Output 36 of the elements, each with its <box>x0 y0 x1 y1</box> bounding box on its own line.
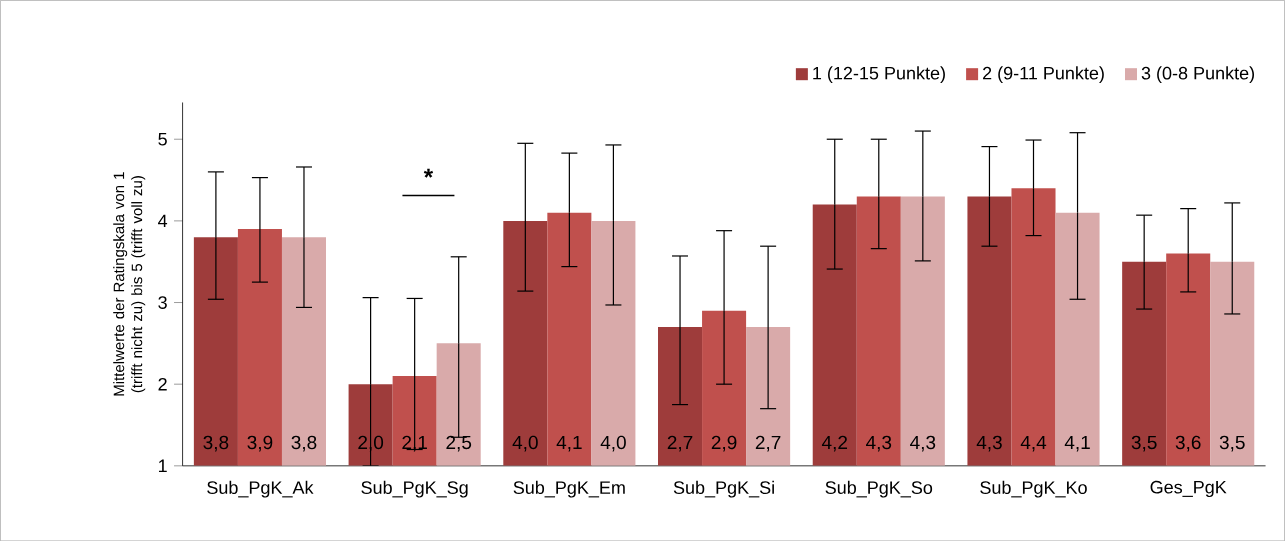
data-label: 3,9 <box>247 435 273 452</box>
y-tick-label: 4 <box>158 214 168 227</box>
data-label: 3,5 <box>1219 435 1245 452</box>
legend-label: 1 (12-15 Punkte) <box>813 66 945 83</box>
data-label: 4,4 <box>1020 435 1047 452</box>
x-tick-label: Sub_PgK_Si <box>673 480 774 498</box>
data-label: 4,1 <box>1064 435 1090 452</box>
data-label: 4,0 <box>600 435 626 452</box>
y-tick-label: 3 <box>158 296 167 309</box>
legend-label: 2 (9-11 Punkte) <box>983 66 1104 83</box>
data-label: 4,0 <box>512 435 538 452</box>
legend-label: 3 (0-8 Punkte) <box>1141 66 1255 83</box>
data-label: 4,3 <box>866 435 892 452</box>
data-label: 3,8 <box>291 435 317 452</box>
data-label: 4,3 <box>910 435 936 452</box>
x-tick-label: Ges_PgK <box>1150 480 1227 497</box>
data-label: 3,5 <box>1131 435 1157 452</box>
x-tick-label: Sub_PgK_Ak <box>207 480 314 498</box>
data-label: 4,3 <box>976 435 1002 452</box>
y-axis-title: Mittelwerte der Ratingskala von 1 (trifft nicht zu) bis 5 (trifft voll zu) <box>113 172 146 396</box>
x-tick-label: Sub_PgK_Sg <box>361 480 468 498</box>
data-label: 3,6 <box>1175 435 1201 452</box>
data-label: 2,7 <box>755 435 781 452</box>
y-tick-label: 5 <box>158 132 167 146</box>
data-label: 2,9 <box>711 435 737 452</box>
x-tick-label: Sub_PgK_So <box>825 480 933 498</box>
x-tick-label: Sub_PgK_Em <box>513 480 625 498</box>
data-label: 2,7 <box>667 435 693 452</box>
y-tick-label: 1 <box>158 459 167 472</box>
x-tick-label: Sub_PgK_Ko <box>980 480 1087 498</box>
data-label: 2,5 <box>446 435 472 452</box>
data-label: 4,1 <box>556 435 582 452</box>
data-label: 4,2 <box>821 435 848 452</box>
annotation: * <box>423 168 434 178</box>
data-label: 3,8 <box>203 435 229 452</box>
y-tick-label: 2 <box>158 377 167 391</box>
